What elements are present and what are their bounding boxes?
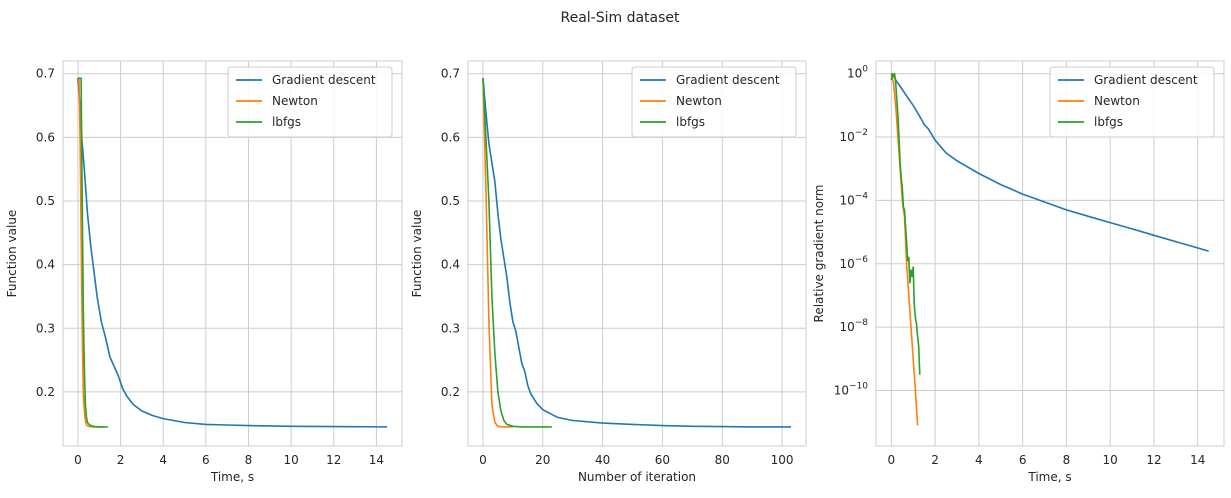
legend: Gradient descent Newton lbfgs [227,66,393,138]
legend-label: lbfgs [676,115,705,129]
figure-title: Real-Sim dataset [560,10,680,26]
y-tick-label: 0.2 [441,385,460,399]
x-tick-label: 8 [245,453,253,467]
x-tick-label: 10 [1103,453,1118,467]
x-axis-label: Time, s [1027,470,1071,484]
x-tick-label: 4 [159,453,167,467]
y-tick-label: 0.2 [36,385,55,399]
x-tick-label: 12 [1146,453,1161,467]
axes-frame [467,60,807,447]
y-tick-label: 10−4 [839,191,868,207]
legend: Gradient descent Newton lbfgs [1049,66,1215,138]
x-axis-label: Time, s [210,470,254,484]
legend-label: Gradient descent [1094,73,1198,87]
legend-box [1049,66,1215,138]
series-line-newton [482,78,513,428]
series-line-lbfgs [890,72,921,375]
y-tick-label: 10−8 [839,318,868,334]
x-tick-label: 14 [369,453,384,467]
legend-label: lbfgs [272,115,301,129]
y-tick-label: 0.7 [441,67,460,81]
y-axis-label: Relative gradient norm [812,185,826,323]
y-tick-label: 0.6 [441,130,460,144]
x-tick-label: 12 [326,453,341,467]
legend-label: Newton [272,94,318,108]
x-tick-label: 6 [1019,453,1027,467]
y-tick-label: 0.5 [36,194,55,208]
y-tick-label: 0.6 [36,130,55,144]
legend-box [227,66,393,138]
x-tick-label: 0 [479,453,487,467]
series-line-gradient-descent [482,78,791,428]
subplot-3: 0 2 4 6 8 10 12 14 100 10−2 10−4 10−6 10−8 10−10 Time,… [812,60,1225,484]
series-line-lbfgs [482,78,552,428]
legend-label: Gradient descent [676,73,780,87]
x-tick-label: 0 [888,453,896,467]
x-tick-label: 10 [283,453,298,467]
subplot-2: 0 20 40 60 80 100 0.2 0.3 0.4 0.5 0.6 0.7 Number of … [410,60,807,484]
x-tick-label: 6 [202,453,210,467]
legend-label: lbfgs [1094,115,1123,129]
x-tick-label: 0 [74,453,82,467]
x-tick-label: 8 [1063,453,1071,467]
axes-frame [62,60,403,447]
series-line-newton [890,73,919,426]
legend-box [631,66,797,138]
x-tick-label: 2 [117,453,125,467]
y-tick-label: 10−2 [839,128,868,144]
x-tick-label: 2 [931,453,939,467]
x-tick-label: 4 [975,453,983,467]
y-tick-label: 10−10 [834,382,869,398]
legend-label: Newton [1094,94,1140,108]
y-axis-label: Function value [5,210,19,298]
series-line-lbfgs [77,77,108,428]
y-tick-label: 0.7 [36,67,55,81]
y-tick-label: 0.4 [441,258,460,272]
legend: Gradient descent Newton lbfgs [631,66,797,138]
x-tick-label: 40 [595,453,610,467]
series-line-gradient-descent [890,73,1209,252]
y-tick-label: 0.3 [36,321,55,335]
y-axis-label: Function value [410,210,424,298]
x-tick-label: 20 [535,453,550,467]
y-tick-label: 100 [847,65,868,81]
x-axis-label: Number of iteration [578,470,696,484]
subplot-1: 0 2 4 6 8 10 12 14 0.2 0.3 0.4 0.5 0.6 0.7 Time, s Func… [5,60,403,484]
legend-label: Newton [676,94,722,108]
x-tick-label: 80 [715,453,730,467]
y-tick-label: 0.4 [36,258,55,272]
axes-frame [875,60,1225,447]
series-line-gradient-descent [77,78,388,428]
y-tick-label: 0.5 [441,194,460,208]
y-tick-label: 0.3 [441,321,460,335]
x-tick-label: 60 [655,453,670,467]
x-tick-label: 100 [771,453,794,467]
y-tick-label: 10−6 [839,255,868,271]
x-tick-label: 14 [1190,453,1205,467]
legend-label: Gradient descent [272,73,376,87]
